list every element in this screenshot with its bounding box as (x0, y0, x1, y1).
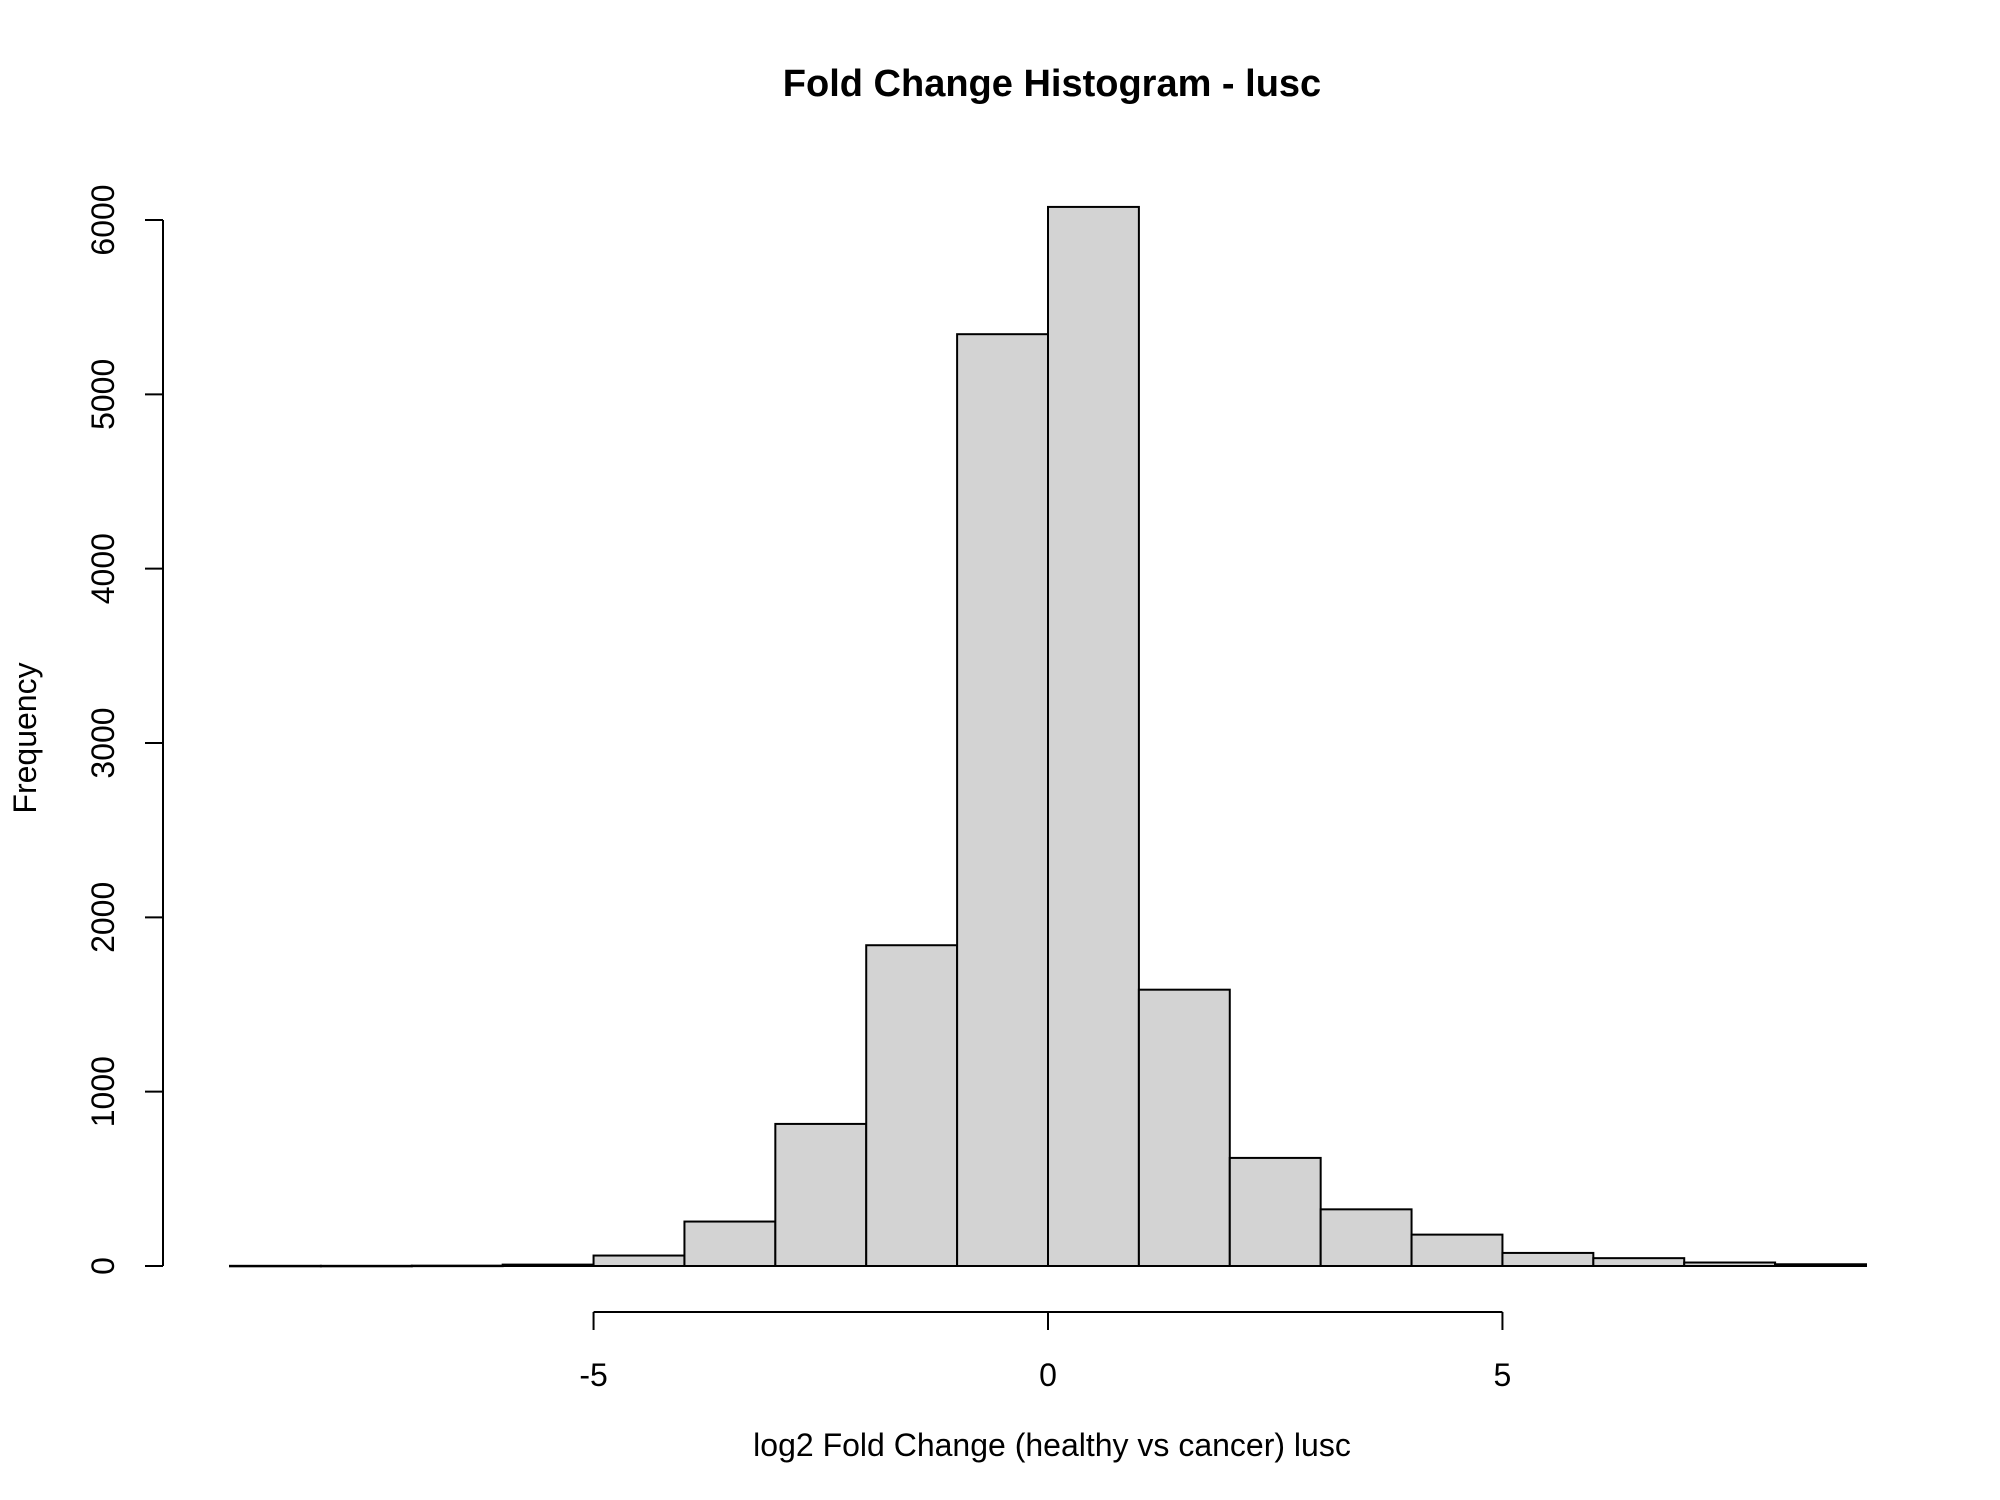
y-tick-label-1: 1000 (85, 1056, 121, 1127)
x-axis-label: log2 Fold Change (healthy vs cancer) lus… (753, 1427, 1351, 1463)
histogram-bar-4 (592, 1254, 686, 1268)
histogram-bar-17 (1774, 1263, 1867, 1268)
y-tick-label-5: 5000 (85, 359, 121, 430)
y-axis: 0 1000 2000 3000 4000 5000 6000 (85, 184, 164, 1275)
x-axis: -5 0 5 (579, 1311, 1512, 1393)
histogram-bar-3 (501, 1263, 595, 1268)
histogram-bar-9 (1047, 205, 1140, 1267)
histogram-bar-15 (1592, 1257, 1686, 1268)
x-tick-label-0: -5 (579, 1357, 607, 1393)
bars-group (229, 205, 1867, 1268)
chart-title: Fold Change Histogram - lusc (783, 63, 1321, 105)
histogram-bar-6 (774, 1122, 868, 1267)
x-tick-label-1: 0 (1039, 1357, 1057, 1393)
histogram-bar-5 (683, 1220, 777, 1268)
histogram-bar-14 (1501, 1251, 1595, 1268)
histogram-bar-11 (1228, 1156, 1322, 1267)
histogram-bar-13 (1410, 1233, 1504, 1267)
y-tick-label-0: 0 (85, 1257, 121, 1275)
histogram-bar-8 (956, 333, 1049, 1267)
histogram-bar-2 (410, 1264, 504, 1268)
y-tick-label-3: 3000 (85, 707, 121, 778)
x-tick-label-2: 5 (1494, 1357, 1512, 1393)
histogram-bar-16 (1683, 1261, 1777, 1267)
histogram-bar-1 (319, 1264, 413, 1268)
y-tick-label-4: 4000 (85, 533, 121, 604)
histogram-bar-7 (865, 944, 959, 1268)
histogram-bar-12 (1319, 1208, 1413, 1268)
y-tick-label-2: 2000 (85, 882, 121, 953)
y-axis-label: Frequency (7, 662, 43, 813)
y-tick-label-6: 6000 (85, 184, 121, 255)
histogram-bar-10 (1137, 988, 1231, 1267)
histogram-bar-0 (229, 1264, 322, 1268)
